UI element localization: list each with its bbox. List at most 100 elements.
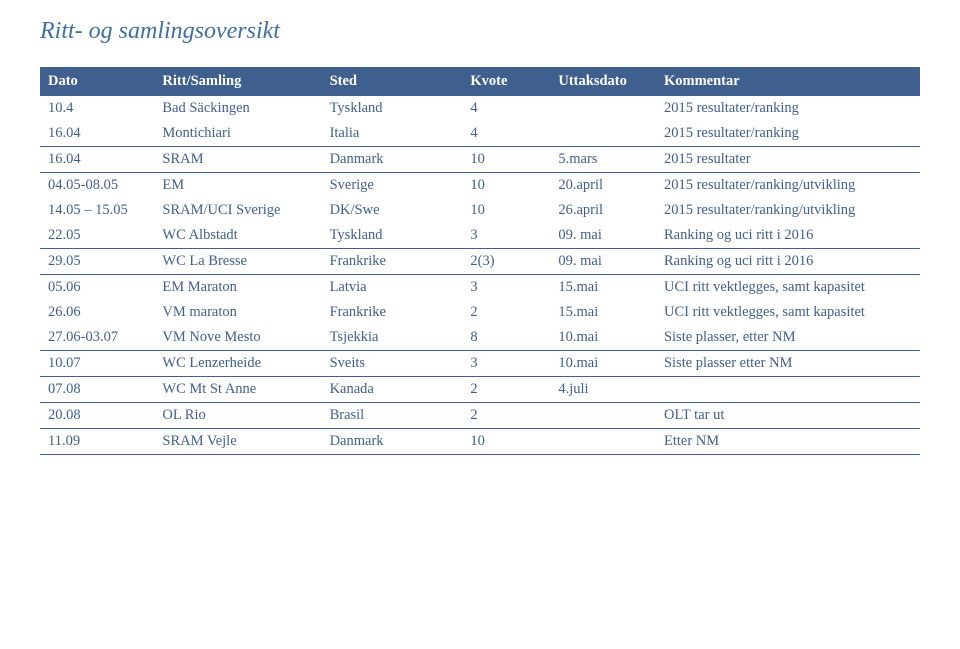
cell-kommentar: OLT tar ut [656, 403, 920, 429]
cell-kvote: 10 [462, 173, 550, 199]
cell-sted: Latvia [322, 275, 463, 301]
cell-ritt: SRAM Vejle [154, 429, 321, 455]
cell-kvote: 10 [462, 198, 550, 223]
cell-sted: Kanada [322, 377, 463, 403]
cell-sted: Danmark [322, 429, 463, 455]
cell-uttak: 15.mai [550, 275, 656, 301]
cell-kommentar: 2015 resultater/ranking [656, 96, 920, 122]
cell-sted: DK/Swe [322, 198, 463, 223]
cell-dato: 04.05-08.05 [40, 173, 154, 199]
cell-kvote: 4 [462, 121, 550, 147]
cell-uttak [550, 96, 656, 122]
cell-kommentar: 2015 resultater [656, 147, 920, 173]
cell-sted: Italia [322, 121, 463, 147]
cell-kvote: 3 [462, 351, 550, 377]
col-sted: Sted [322, 68, 463, 96]
cell-dato: 20.08 [40, 403, 154, 429]
cell-dato: 22.05 [40, 223, 154, 249]
cell-dato: 10.07 [40, 351, 154, 377]
table-row: 29.05WC La BresseFrankrike2(3)09. maiRan… [40, 249, 920, 275]
cell-kommentar: Siste plasser etter NM [656, 351, 920, 377]
page-title: Ritt- og samlingsoversikt [40, 18, 920, 45]
cell-kommentar [656, 377, 920, 403]
cell-dato: 16.04 [40, 121, 154, 147]
col-kommentar: Kommentar [656, 68, 920, 96]
cell-sted: Frankrike [322, 249, 463, 275]
cell-dato: 26.06 [40, 300, 154, 325]
cell-kvote: 10 [462, 429, 550, 455]
cell-sted: Brasil [322, 403, 463, 429]
table-header-row: Dato Ritt/Samling Sted Kvote Uttaksdato … [40, 68, 920, 96]
cell-kvote: 2(3) [462, 249, 550, 275]
table-row: 16.04MontichiariItalia4 2015 resultater/r… [40, 121, 920, 147]
cell-ritt: WC Mt St Anne [154, 377, 321, 403]
cell-sted: Tyskland [322, 223, 463, 249]
cell-sted: Tyskland [322, 96, 463, 122]
cell-kommentar: 2015 resultater/ranking/utvikling [656, 173, 920, 199]
cell-uttak: 10.mai [550, 325, 656, 351]
cell-ritt: WC Albstadt [154, 223, 321, 249]
cell-uttak [550, 429, 656, 455]
table-row: 16.04SRAMDanmark105.mars2015 resultater [40, 147, 920, 173]
cell-ritt: VM maraton [154, 300, 321, 325]
cell-kvote: 2 [462, 403, 550, 429]
cell-uttak: 26.april [550, 198, 656, 223]
cell-ritt: WC La Bresse [154, 249, 321, 275]
cell-kommentar: Ranking og uci ritt i 2016 [656, 223, 920, 249]
cell-kvote: 4 [462, 96, 550, 122]
table-row: 26.06VM maratonFrankrike215.maiUCI ritt … [40, 300, 920, 325]
cell-ritt: Montichiari [154, 121, 321, 147]
cell-kommentar: Siste plasser, etter NM [656, 325, 920, 351]
cell-sted: Sverige [322, 173, 463, 199]
cell-uttak: 09. mai [550, 223, 656, 249]
cell-uttak: 4.juli [550, 377, 656, 403]
cell-kommentar: UCI ritt vektlegges, samt kapasitet [656, 300, 920, 325]
cell-ritt: EM [154, 173, 321, 199]
col-ritt: Ritt/Samling [154, 68, 321, 96]
cell-ritt: EM Maraton [154, 275, 321, 301]
cell-kvote: 3 [462, 223, 550, 249]
table-row: 22.05WC AlbstadtTyskland309. maiRanking … [40, 223, 920, 249]
cell-uttak [550, 121, 656, 147]
cell-ritt: VM Nove Mesto [154, 325, 321, 351]
table-row: 10.07WC LenzerheideSveits310.maiSiste pl… [40, 351, 920, 377]
cell-dato: 14.05 – 15.05 [40, 198, 154, 223]
cell-kvote: 2 [462, 300, 550, 325]
cell-kvote: 3 [462, 275, 550, 301]
cell-dato: 05.06 [40, 275, 154, 301]
cell-kvote: 2 [462, 377, 550, 403]
cell-kvote: 10 [462, 147, 550, 173]
cell-sted: Sveits [322, 351, 463, 377]
cell-uttak: 09. mai [550, 249, 656, 275]
cell-uttak [550, 403, 656, 429]
cell-ritt: SRAM/UCI Sverige [154, 198, 321, 223]
cell-kommentar: Etter NM [656, 429, 920, 455]
cell-sted: Danmark [322, 147, 463, 173]
table-row: 05.06EM MaratonLatvia315.maiUCI ritt vek… [40, 275, 920, 301]
cell-kommentar: Ranking og uci ritt i 2016 [656, 249, 920, 275]
table-row: 11.09SRAM VejleDanmark10 Etter NM [40, 429, 920, 455]
cell-kvote: 8 [462, 325, 550, 351]
table-row: 07.08WC Mt St AnneKanada24.juli [40, 377, 920, 403]
col-dato: Dato [40, 68, 154, 96]
cell-uttak: 5.mars [550, 147, 656, 173]
cell-sted: Frankrike [322, 300, 463, 325]
table-row: 27.06-03.07VM Nove MestoTsjekkia810.maiS… [40, 325, 920, 351]
schedule-table: Dato Ritt/Samling Sted Kvote Uttaksdato … [40, 67, 920, 455]
cell-kommentar: 2015 resultater/ranking/utvikling [656, 198, 920, 223]
cell-dato: 29.05 [40, 249, 154, 275]
table-row: 04.05-08.05EMSverige1020.april2015 resul… [40, 173, 920, 199]
cell-ritt: Bad Säckingen [154, 96, 321, 122]
cell-sted: Tsjekkia [322, 325, 463, 351]
cell-ritt: WC Lenzerheide [154, 351, 321, 377]
table-row: 10.4Bad SäckingenTyskland42015 resultate… [40, 96, 920, 122]
cell-uttak: 10.mai [550, 351, 656, 377]
cell-uttak: 20.april [550, 173, 656, 199]
cell-kommentar: 2015 resultater/ranking [656, 121, 920, 147]
cell-dato: 16.04 [40, 147, 154, 173]
col-kvote: Kvote [462, 68, 550, 96]
cell-dato: 27.06-03.07 [40, 325, 154, 351]
table-row: 20.08OL RioBrasil2OLT tar ut [40, 403, 920, 429]
cell-dato: 11.09 [40, 429, 154, 455]
cell-kommentar: UCI ritt vektlegges, samt kapasitet [656, 275, 920, 301]
